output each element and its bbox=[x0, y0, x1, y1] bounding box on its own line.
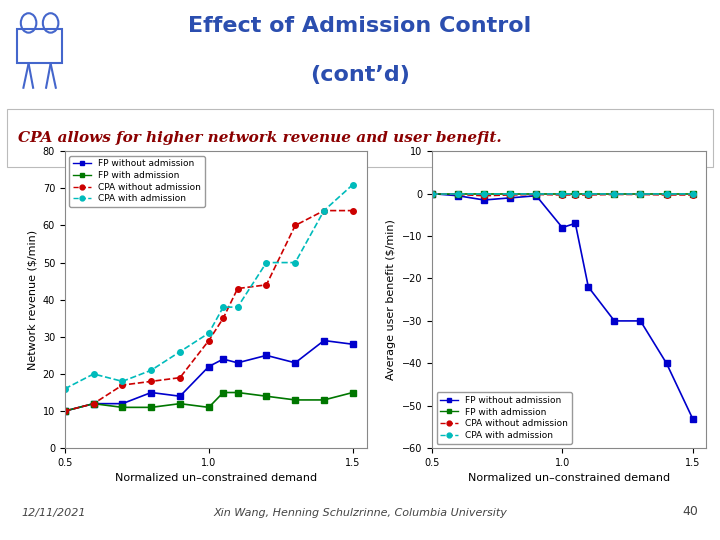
Text: 12/11/2021: 12/11/2021 bbox=[22, 508, 86, 518]
Text: 40: 40 bbox=[683, 505, 698, 518]
Bar bbox=[17, 29, 62, 63]
X-axis label: Normalized un–constrained demand: Normalized un–constrained demand bbox=[115, 474, 317, 483]
Text: Xin Wang, Henning Schulzrinne, Columbia University: Xin Wang, Henning Schulzrinne, Columbia … bbox=[213, 508, 507, 518]
Legend: FP without admission, FP with admission, CPA without admission, CPA with admissi: FP without admission, FP with admission,… bbox=[436, 393, 572, 444]
Text: (cont’d): (cont’d) bbox=[310, 65, 410, 85]
Bar bbox=[7, 109, 713, 167]
Y-axis label: Average user benefit ($/min): Average user benefit ($/min) bbox=[386, 219, 396, 380]
Y-axis label: Network revenue ($/min): Network revenue ($/min) bbox=[27, 230, 37, 370]
Text: Effect of Admission Control: Effect of Admission Control bbox=[189, 16, 531, 36]
Text: CPA allows for higher network revenue and user benefit.: CPA allows for higher network revenue an… bbox=[18, 131, 502, 145]
X-axis label: Normalized un–constrained demand: Normalized un–constrained demand bbox=[468, 474, 670, 483]
Legend: FP without admission, FP with admission, CPA without admission, CPA with admissi: FP without admission, FP with admission,… bbox=[69, 156, 204, 207]
